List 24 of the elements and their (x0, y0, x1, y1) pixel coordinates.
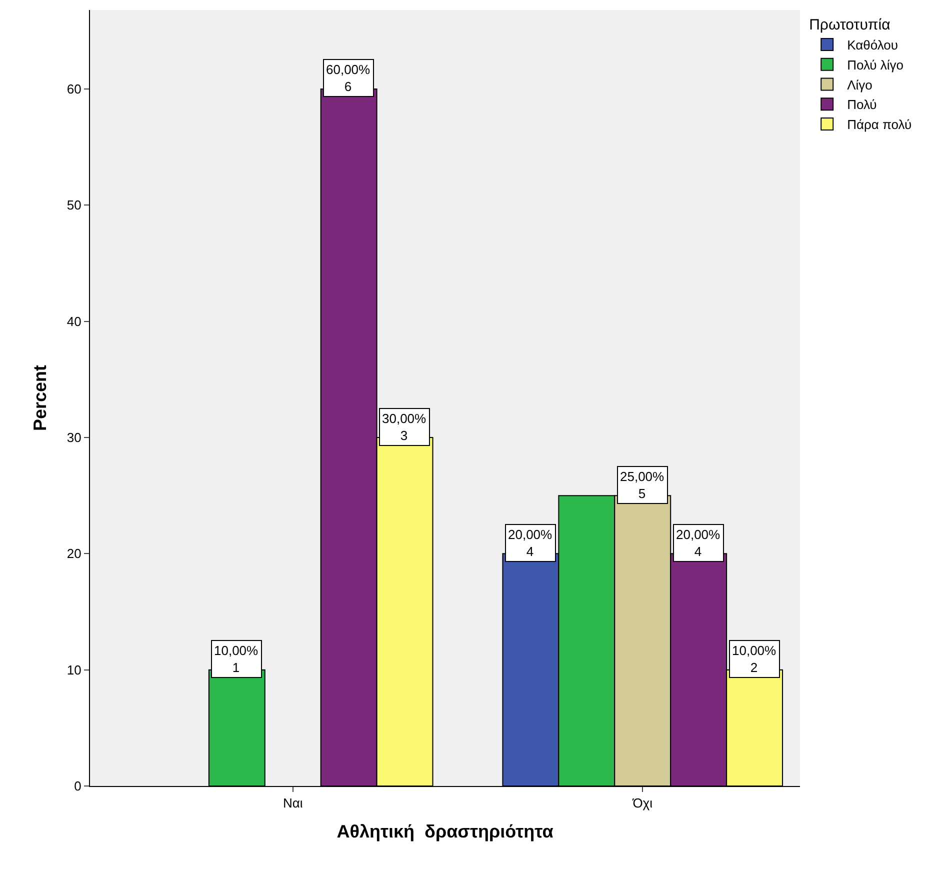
data-label: 10,00% 1 (214, 643, 259, 675)
data-label: 20,00% 4 (508, 527, 553, 559)
legend-label: Πολύ λίγο (847, 57, 904, 72)
data-label: 10,00% 2 (732, 643, 777, 675)
legend-label: Πάρα πολύ (847, 117, 912, 132)
legend-label: Καθόλου (847, 38, 898, 53)
y-tick-label: 10 (66, 662, 82, 678)
y-axis-title: Percent (30, 364, 50, 432)
x-tick-label: Ναι (282, 796, 303, 811)
y-tick-label: 50 (66, 198, 82, 213)
data-label: 60,00% 6 (326, 62, 371, 94)
x-axis-title: Αθλητική δραστηριότητα (336, 822, 554, 842)
y-tick-label: 60 (66, 82, 82, 97)
data-label: 20,00% 4 (676, 527, 721, 559)
data-label: 30,00% 3 (382, 411, 427, 443)
x-tick-label: Όχι (632, 796, 653, 811)
legend-label: Πολύ (847, 97, 877, 112)
y-tick-label: 40 (66, 314, 82, 329)
y-tick-label: 20 (66, 546, 82, 562)
legend-title: Πρωτοτυπία (809, 16, 891, 34)
data-label: 25,00% 5 (620, 469, 665, 501)
legend-label: Λίγο (847, 77, 872, 92)
y-tick-label: 0 (74, 778, 82, 794)
y-tick-label: 30 (66, 430, 82, 446)
